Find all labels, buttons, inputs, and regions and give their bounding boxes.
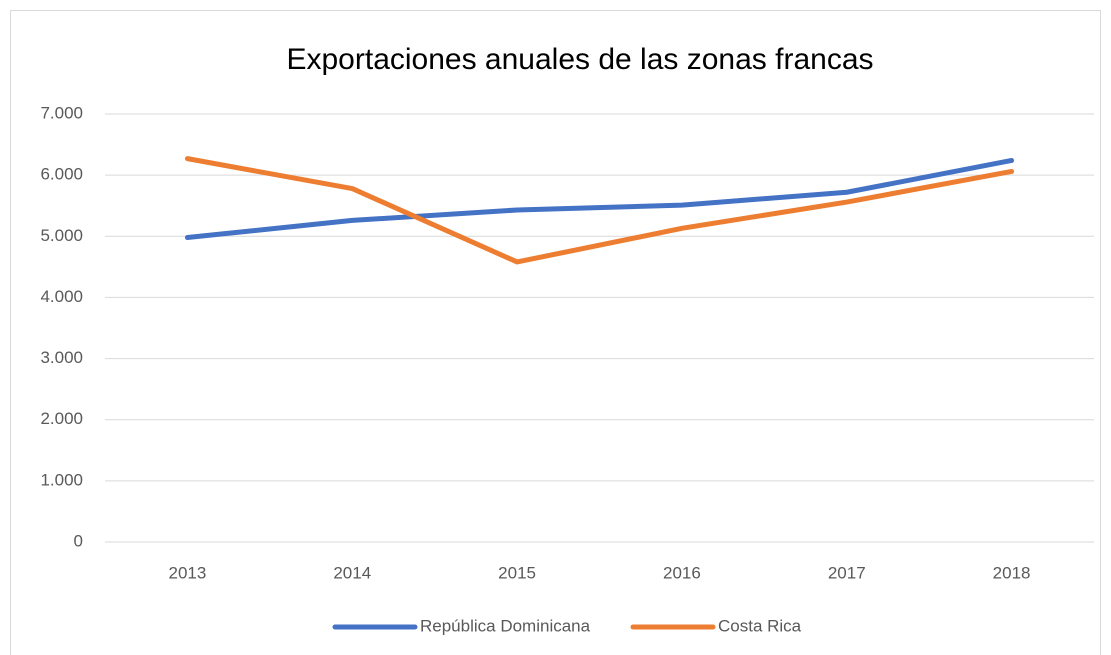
chart-border <box>10 10 1101 655</box>
x-tick-label: 2017 <box>828 563 866 582</box>
legend-label: República Dominicana <box>420 616 591 635</box>
y-tick-label: 0 <box>74 531 83 550</box>
y-tick-label: 7.000 <box>40 103 83 122</box>
legend-label: Costa Rica <box>718 616 802 635</box>
x-tick-label: 2014 <box>333 563 371 582</box>
x-tick-label: 2013 <box>169 563 207 582</box>
y-tick-label: 3.000 <box>40 348 83 367</box>
series-line <box>184 156 1015 265</box>
x-tick-label: 2018 <box>993 563 1031 582</box>
y-tick-label: 4.000 <box>40 287 83 306</box>
x-tick-label: 2016 <box>663 563 701 582</box>
y-tick-label: 1.000 <box>40 470 83 489</box>
y-tick-label: 2.000 <box>40 409 83 428</box>
y-tick-label: 5.000 <box>40 226 83 245</box>
y-tick-label: 6.000 <box>40 165 83 184</box>
x-tick-label: 2015 <box>498 563 536 582</box>
chart-title: Exportaciones anuales de las zonas franc… <box>286 43 873 76</box>
series-line <box>184 157 1015 241</box>
